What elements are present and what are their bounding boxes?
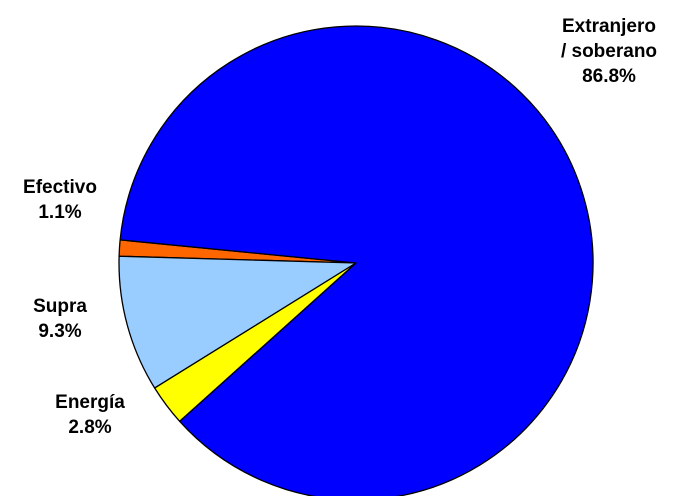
slice-value-energia: 2.8% <box>20 415 160 440</box>
slice-value-extranjero-soberano: 86.8% <box>534 64 679 89</box>
slice-label-extranjero-line1: Extranjero <box>534 14 679 39</box>
slice-label-supra: Supra 9.3% <box>0 294 120 344</box>
slice-label-efectivo: Efectivo 1.1% <box>0 175 120 225</box>
slice-label-efectivo-name: Efectivo <box>0 175 120 200</box>
slice-label-extranjero-line2: / soberano <box>534 39 679 64</box>
slice-label-energia-name: Energía <box>20 390 160 415</box>
slice-label-extranjero-soberano: Extranjero / soberano 86.8% <box>534 14 679 89</box>
slice-label-energia: Energía 2.8% <box>20 390 160 440</box>
slice-value-supra: 9.3% <box>0 319 120 344</box>
slice-label-supra-name: Supra <box>0 294 120 319</box>
slice-value-efectivo: 1.1% <box>0 200 120 225</box>
